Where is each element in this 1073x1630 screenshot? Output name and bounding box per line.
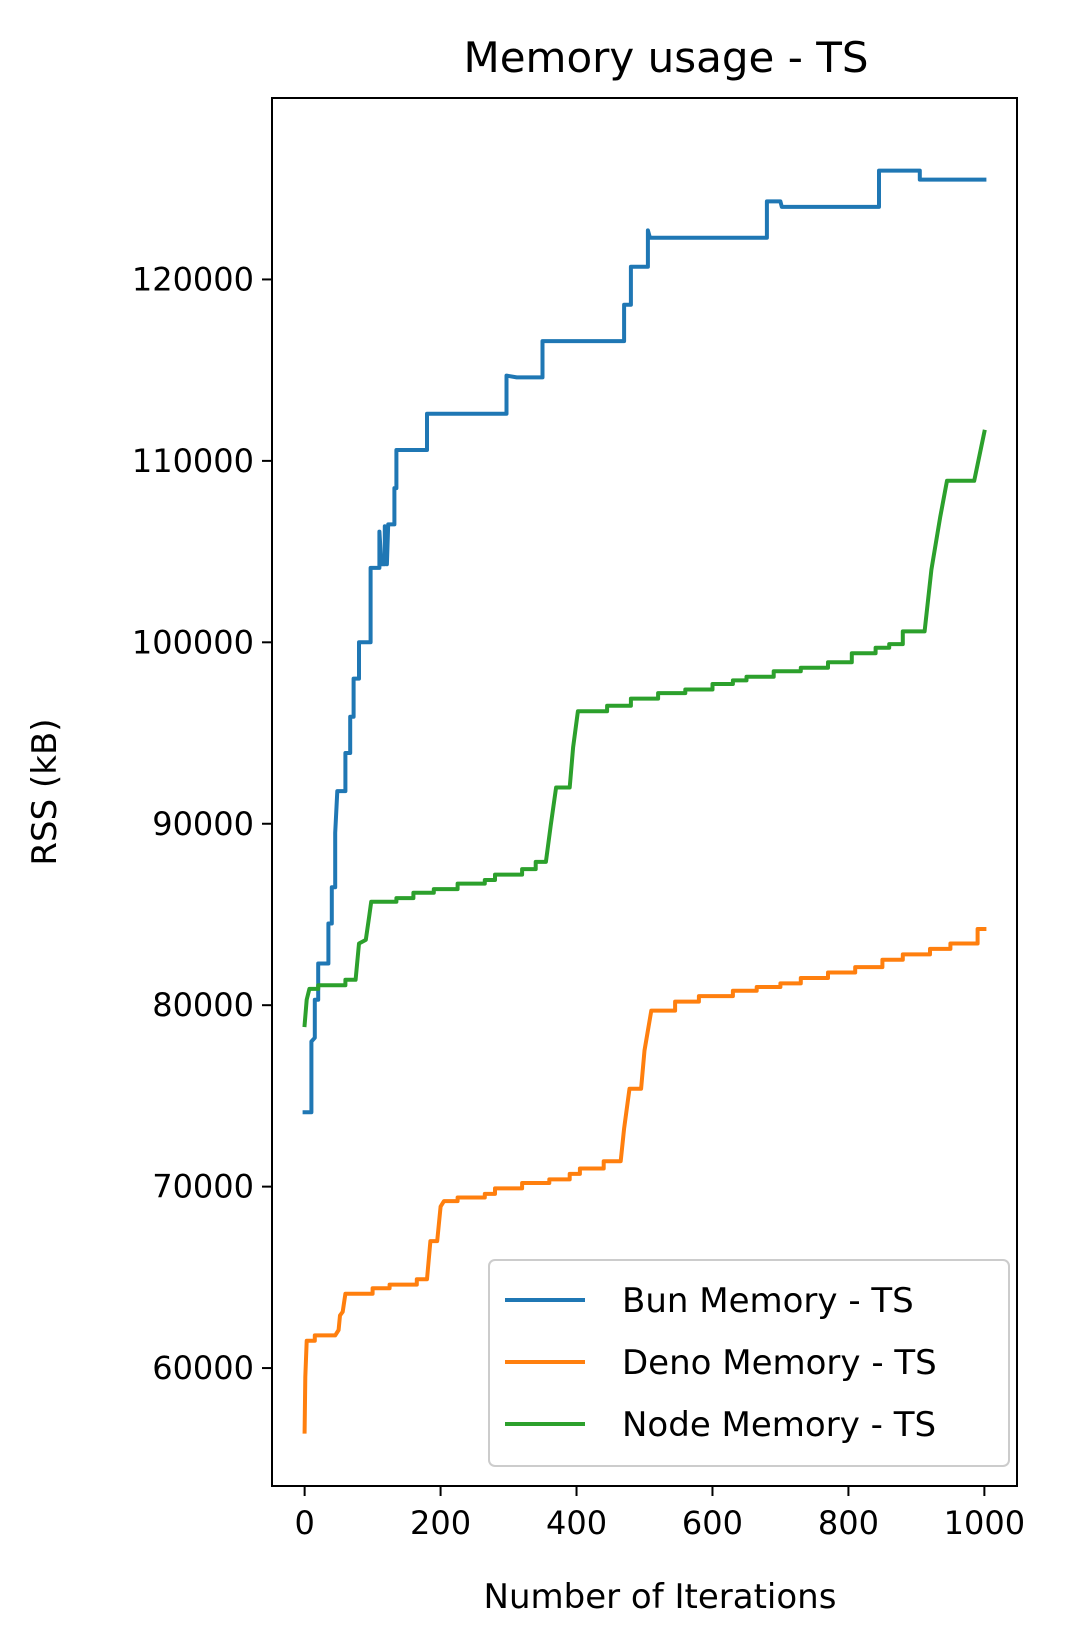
- y-axis: 60000 70000 80000 90000 100000 110000 120000: [132, 260, 272, 1387]
- y-tick-label: 100000: [132, 623, 254, 661]
- legend-label: Node Memory - TS: [622, 1405, 936, 1445]
- series-line-3: [302, 429, 987, 1028]
- x-axis: 0 200 400 600 800 1000: [294, 1486, 1025, 1542]
- x-tick-label: 600: [682, 1504, 743, 1542]
- legend-label: Bun Memory - TS: [622, 1281, 914, 1321]
- y-axis-label: RSS (kB): [25, 718, 65, 865]
- x-tick-label: 800: [818, 1504, 879, 1542]
- y-tick-label: 90000: [152, 805, 254, 843]
- series-line-2: [302, 927, 987, 1434]
- y-tick-label: 120000: [132, 260, 254, 298]
- plot-frame: [271, 97, 1018, 1487]
- legend: Bun Memory - TS Deno Memory - TS Node Memo…: [488, 1259, 1010, 1467]
- x-axis-label: Number of Iterations: [484, 1577, 837, 1617]
- legend-box: [488, 1259, 1010, 1467]
- series-line-1: [302, 168, 987, 1115]
- y-tick-label: 60000: [152, 1349, 254, 1387]
- y-tick-label: 80000: [152, 986, 254, 1024]
- y-tick-label: 70000: [152, 1168, 254, 1206]
- x-tick-label: 0: [294, 1504, 314, 1542]
- x-tick-label: 200: [410, 1504, 471, 1542]
- x-tick-label: 1000: [944, 1504, 1025, 1542]
- chart-title: Memory usage - TS: [463, 33, 868, 82]
- series-layer: [302, 168, 987, 1434]
- y-tick-label: 110000: [132, 442, 254, 480]
- legend-label: Deno Memory - TS: [622, 1343, 937, 1383]
- x-tick-label: 400: [546, 1504, 607, 1542]
